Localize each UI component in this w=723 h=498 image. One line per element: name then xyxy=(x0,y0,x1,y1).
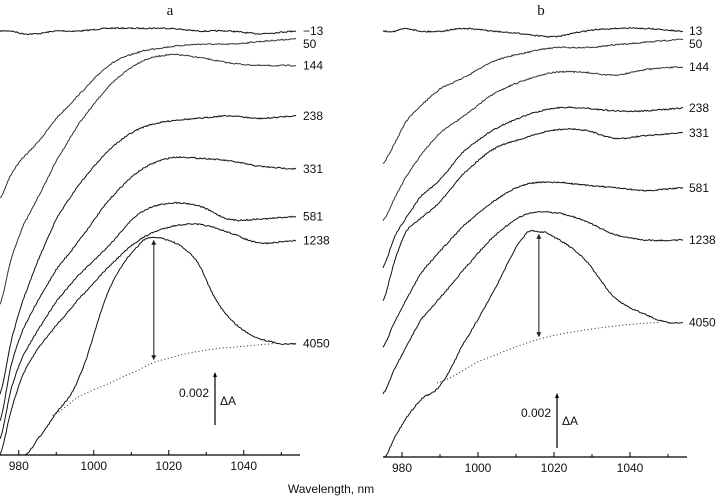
panel-a-arrow-head-up-icon xyxy=(151,239,157,245)
panel-b-dotted-baseline xyxy=(436,321,660,384)
panel-b-scale-arrow-icon xyxy=(555,393,559,399)
panel-b-tick-label-1020: 1020 xyxy=(541,461,568,475)
panel-a-series-4050 xyxy=(24,236,297,455)
panel-b-series-label: 331 xyxy=(689,126,709,140)
panel-a-tick-label-1000: 1000 xyxy=(80,459,107,473)
panel-a-series-label: 50 xyxy=(303,37,317,51)
panel-a-scale-quantity: ΔA xyxy=(220,394,236,408)
panel-a-scale-value: 0.002 xyxy=(179,386,209,400)
panel-b-series-1238 xyxy=(382,210,684,395)
panel-b-title: b xyxy=(537,3,545,19)
panel-a-series-144 xyxy=(0,53,297,305)
panel-b-scale-value: 0.002 xyxy=(521,406,551,420)
panel-a-tick-label-1020: 1020 xyxy=(155,459,182,473)
panel-b-tick-label-1040: 1040 xyxy=(617,461,644,475)
panel-b-series-label: 581 xyxy=(689,181,709,195)
panel-b-tick-label-1000: 1000 xyxy=(465,461,492,475)
panel-b-scale-quantity: ΔA xyxy=(562,414,578,428)
panel-a-series-label: 581 xyxy=(303,210,323,224)
panel-a-series-minus13 xyxy=(0,26,297,35)
panel-b-series-238 xyxy=(382,106,684,269)
panel-b-series-581 xyxy=(382,181,684,348)
panel-a-arrow-head-down-icon xyxy=(151,355,157,361)
panel-b-series-label: 1238 xyxy=(689,233,716,247)
panel-b-arrow-head-up-icon xyxy=(536,233,542,239)
panel-b-series-label: 238 xyxy=(689,101,709,115)
panel-a-series-581 xyxy=(0,201,297,439)
panel-a-series-label: 331 xyxy=(303,162,323,176)
panel-b-series-label: 13 xyxy=(689,24,703,38)
panel-b-series-331 xyxy=(382,127,683,301)
panel-b-series-4050 xyxy=(384,229,683,458)
panel-a-dotted-baseline xyxy=(52,343,274,416)
panel-b-arrow-head-down-icon xyxy=(536,332,542,338)
panel-b-series-13 xyxy=(382,27,684,38)
panel-a-series-label: 238 xyxy=(303,109,323,123)
panel-a-series-238 xyxy=(0,114,297,395)
panel-a-series-50 xyxy=(0,37,297,199)
panel-a-tick-label-980: 980 xyxy=(9,459,29,473)
panel-a-series-331 xyxy=(0,155,297,422)
panel-b-series-label: 144 xyxy=(689,60,709,74)
panel-a-series-label: 4050 xyxy=(303,337,330,351)
panel-a-series-label: 1238 xyxy=(303,233,330,247)
x-axis-title: Wavelength, nm xyxy=(288,482,374,496)
panel-a-title: a xyxy=(167,3,174,19)
panel-a-series-label: −13 xyxy=(303,24,324,38)
panel-b-series-label: 4050 xyxy=(689,315,716,329)
panel-b-tick-label-980: 980 xyxy=(392,461,412,475)
panel-b-series-144 xyxy=(382,66,684,221)
panel-b-series-label: 50 xyxy=(689,37,703,51)
panel-a-scale-arrow-icon xyxy=(213,372,217,377)
panel-a-series-1238 xyxy=(0,223,296,456)
panel-b-series-50 xyxy=(382,38,684,164)
panel-a-series-label: 144 xyxy=(303,58,323,72)
panel-a-tick-label-1040: 1040 xyxy=(230,459,257,473)
